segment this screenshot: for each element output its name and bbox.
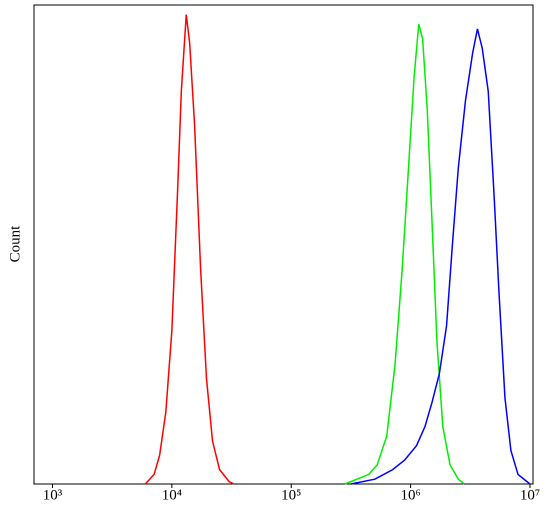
x-tick-label: 10⁶ — [400, 487, 420, 503]
histogram-line — [350, 28, 531, 485]
x-tick-label: 10⁵ — [281, 487, 301, 503]
x-tick-label: 10³ — [43, 487, 63, 503]
x-tick-label: 10⁷ — [520, 487, 540, 503]
y-axis-label: Count — [7, 225, 23, 263]
histogram-line — [144, 14, 235, 485]
x-tick-label: 10⁴ — [162, 487, 182, 503]
plot-frame — [33, 4, 534, 485]
histogram-line — [344, 23, 465, 485]
